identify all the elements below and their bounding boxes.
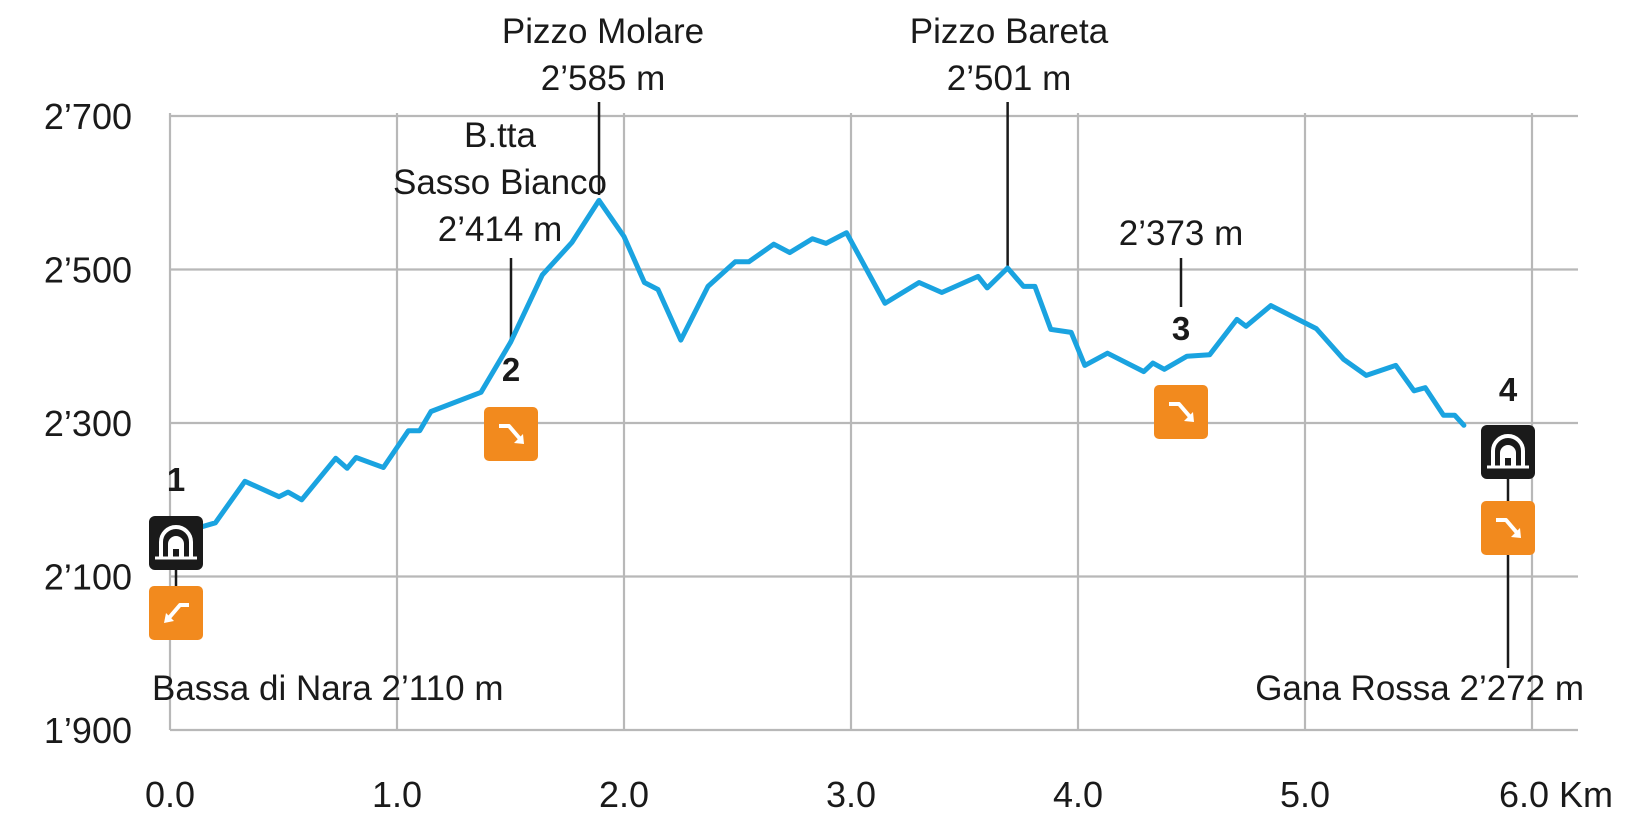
- mountain-hut-icon: [1481, 425, 1535, 479]
- grid: [168, 113, 1578, 732]
- descent-arrow-shaft: [499, 424, 523, 442]
- y-tick-label: 2’500: [44, 250, 132, 291]
- hut-door-gap: [1505, 458, 1511, 466]
- y-axis-ticks: 1’900 2’100 2’300 2’500 2’700: [44, 96, 132, 751]
- badge-bg: [484, 407, 538, 461]
- annotation-label: 2’414 m: [438, 210, 563, 249]
- hut-door: [1500, 445, 1516, 466]
- annotation-label: B.tta: [464, 116, 537, 155]
- descent-arrow-icon: [1481, 501, 1535, 555]
- badge-bg: [149, 586, 203, 640]
- ascent-arrow-head: [164, 613, 174, 623]
- waypoint-number: 4: [1499, 371, 1518, 408]
- descent-arrow-icon: [484, 407, 538, 461]
- x-tick-label: 0.0: [145, 774, 195, 815]
- waypoint-number: 2: [502, 351, 520, 388]
- annotation-leaders: [174, 102, 1510, 668]
- annotation-label: 2’373 m: [1119, 214, 1244, 253]
- ascent-arrow-shaft: [166, 603, 189, 621]
- badge-bg: [1154, 385, 1208, 439]
- waypoint-number: 3: [1172, 310, 1190, 347]
- series: [167, 197, 1467, 541]
- descent-arrow-icon: [1154, 385, 1208, 439]
- descent-arrow-shaft: [1496, 518, 1520, 536]
- badge-bg: [1481, 501, 1535, 555]
- x-tick-label: 1.0: [372, 774, 422, 815]
- y-tick-label: 2’100: [44, 557, 132, 598]
- x-tick-label: 3.0: [826, 774, 876, 815]
- x-tick-label: 5.0: [1280, 774, 1330, 815]
- x-tick-label: 6.0 Km: [1499, 774, 1613, 815]
- annotation-label: Sasso Bianco: [393, 163, 607, 202]
- descent-arrow-head: [514, 434, 524, 444]
- hut-arch-outer: [1491, 434, 1525, 466]
- descent-arrow-head: [1184, 412, 1194, 422]
- x-tick-label: 2.0: [599, 774, 649, 815]
- annotation-label: 2’501 m: [947, 59, 1072, 98]
- hut-door-gap: [173, 549, 179, 557]
- descent-arrow-head: [1511, 528, 1521, 538]
- ascent-arrow-icon: [149, 586, 203, 640]
- elevation-line: [167, 197, 1467, 541]
- x-tick-label: 4.0: [1053, 774, 1103, 815]
- hut-door: [168, 536, 184, 557]
- annotation-label: Pizzo Bareta: [910, 12, 1109, 51]
- annotation-label: Bassa di Nara 2’110 m: [152, 669, 503, 708]
- annotations: Bassa di Nara 2’110 m 1 B.tta Sasso Bianco 2…: [149, 12, 1584, 708]
- hut-arch-outer: [159, 525, 193, 557]
- y-tick-label: 1’900: [44, 710, 132, 751]
- waypoint-number: 1: [167, 461, 185, 498]
- y-tick-label: 2’300: [44, 403, 132, 444]
- y-tick-label: 2’700: [44, 96, 132, 137]
- annotation-label: Gana Rossa 2’272 m: [1255, 669, 1584, 708]
- x-axis-ticks: 0.0 1.0 2.0 3.0 4.0 5.0 6.0 Km: [145, 774, 1613, 815]
- annotation-label: 2’585 m: [541, 59, 666, 98]
- descent-arrow-shaft: [1169, 402, 1193, 420]
- mountain-hut-icon: [149, 516, 203, 570]
- annotation-label: Pizzo Molare: [502, 12, 704, 51]
